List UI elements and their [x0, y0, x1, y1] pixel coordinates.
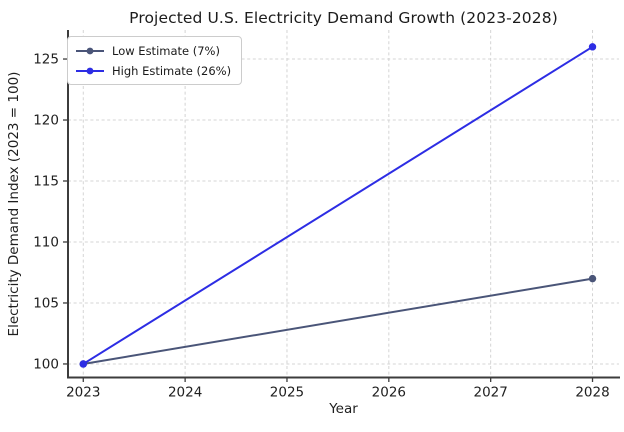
y-axis-label: Electricity Demand Index (2023 = 100) [6, 71, 22, 337]
x-tick-label: 2024 [168, 385, 202, 401]
x-axis-label: Year [329, 401, 358, 417]
data-point-marker [588, 43, 597, 51]
data-point-marker [588, 274, 597, 283]
y-tick-label: 105 [33, 296, 59, 312]
y-tick-label: 115 [33, 174, 59, 190]
legend: Low Estimate (7%) High Estimate (26%) [67, 36, 243, 85]
legend-item: Low Estimate (7%) [75, 42, 231, 59]
series-line [82, 45, 594, 365]
legend-item-label: High Estimate (26%) [112, 63, 232, 78]
y-tick-label: 100 [33, 357, 59, 373]
x-tick-label: 2025 [270, 385, 304, 401]
chart-title: Projected U.S. Electricity Demand Growth… [129, 9, 558, 27]
data-point-marker [79, 360, 87, 368]
legend-line-marker-icon [76, 67, 104, 74]
y-tick-label: 125 [33, 52, 59, 68]
y-tick-label: 120 [33, 113, 59, 129]
legend-item: High Estimate (26%) [75, 62, 231, 79]
x-tick-label: 2026 [372, 385, 406, 401]
legend-item-label: Low Estimate (7%) [112, 43, 220, 58]
x-tick-label: 2027 [473, 385, 507, 401]
legend-line-marker-icon [76, 47, 104, 54]
x-tick-label: 2023 [66, 385, 100, 401]
x-tick-label: 2028 [575, 385, 609, 401]
series-line [82, 277, 594, 365]
y-tick-label: 110 [33, 235, 59, 251]
